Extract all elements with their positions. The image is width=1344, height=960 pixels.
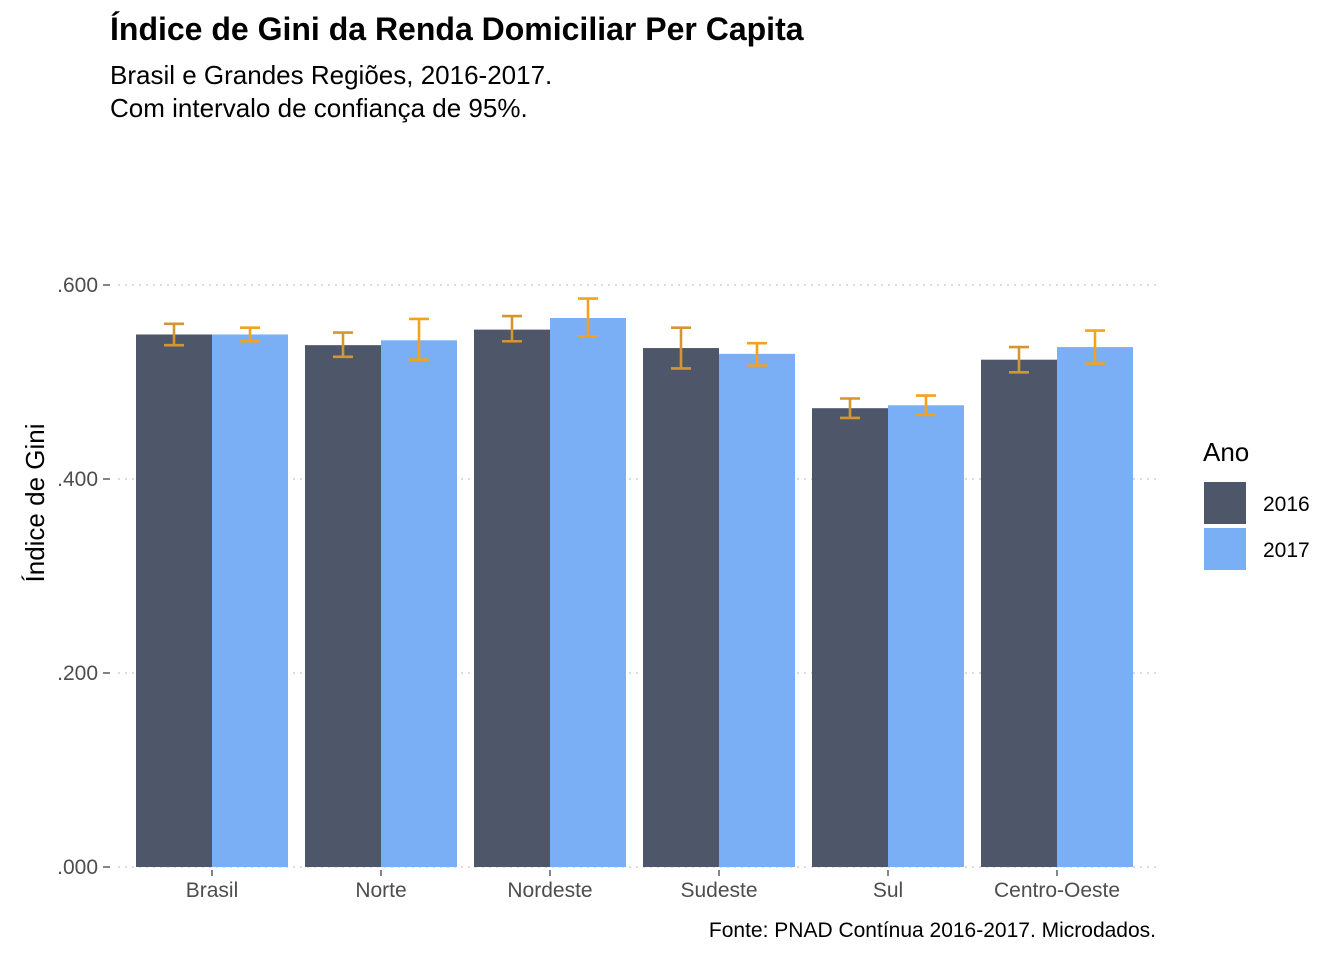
y-tick-label: .600 [57, 274, 98, 297]
bar-2017-centro-oeste [1057, 347, 1133, 868]
error-bar-2017-norte [409, 317, 429, 361]
legend-key-2016 [1204, 482, 1246, 524]
x-tick-label: Brasil [186, 879, 239, 902]
y-tick-label: .400 [57, 468, 98, 491]
y-tick-label: .000 [57, 856, 98, 879]
error-bar-2016-norte [333, 331, 353, 359]
error-bar-2017-centro-oeste [1085, 329, 1105, 365]
error-bar-2016-nordeste [502, 314, 522, 343]
y-axis-title: Índice de Gini [20, 424, 50, 583]
legend: Ano 2016 2017 [1203, 437, 1310, 570]
error-bar-2016-sudeste [671, 326, 691, 370]
legend-label-2017: 2017 [1263, 539, 1310, 562]
bar-2017-norte [381, 340, 457, 867]
chart-subtitle-line-2: Com intervalo de confiança de 95%. [110, 93, 528, 123]
chart-subtitle-line-1: Brasil e Grandes Regiões, 2016-2017. [110, 60, 552, 90]
error-bar-2017-nordeste [578, 297, 598, 338]
legend-label-2016: 2016 [1263, 493, 1310, 516]
bar-2017-sul [888, 405, 964, 867]
bar-2016-sul [812, 408, 888, 867]
legend-key-2017 [1204, 528, 1246, 570]
x-tick-label: Nordeste [507, 879, 592, 902]
bar-2017-sudeste [719, 353, 795, 867]
error-bar-2017-brasil [240, 326, 260, 343]
error-bar-2017-sudeste [747, 341, 767, 367]
error-bar-2017-sul [916, 394, 936, 417]
error-bar-2016-sul [840, 397, 860, 420]
x-tick-label: Norte [355, 879, 406, 902]
chart-title: Índice de Gini da Renda Domiciliar Per C… [110, 11, 804, 47]
bar-2017-nordeste [550, 317, 626, 868]
error-bar-2016-brasil [164, 322, 184, 347]
bar-2016-sudeste [643, 348, 719, 867]
x-tick-label: Centro-Oeste [994, 879, 1120, 902]
bar-2016-centro-oeste [981, 359, 1057, 867]
x-tick-label: Sudeste [680, 879, 757, 902]
caption: Fonte: PNAD Contínua 2016-2017. Microdad… [709, 919, 1156, 942]
y-tick-label: .200 [57, 662, 98, 685]
x-tick-label: Sul [873, 879, 903, 902]
bar-2016-nordeste [474, 329, 550, 867]
plot-area: .000 .200 .400 .600 Brasil Norte Nordeste Sudes… [57, 274, 1156, 902]
bar-2017-brasil [212, 334, 288, 868]
error-bar-2016-centro-oeste [1009, 345, 1029, 374]
bar-2016-brasil [136, 334, 212, 868]
legend-title: Ano [1203, 437, 1249, 467]
bar-2016-norte [305, 345, 381, 867]
